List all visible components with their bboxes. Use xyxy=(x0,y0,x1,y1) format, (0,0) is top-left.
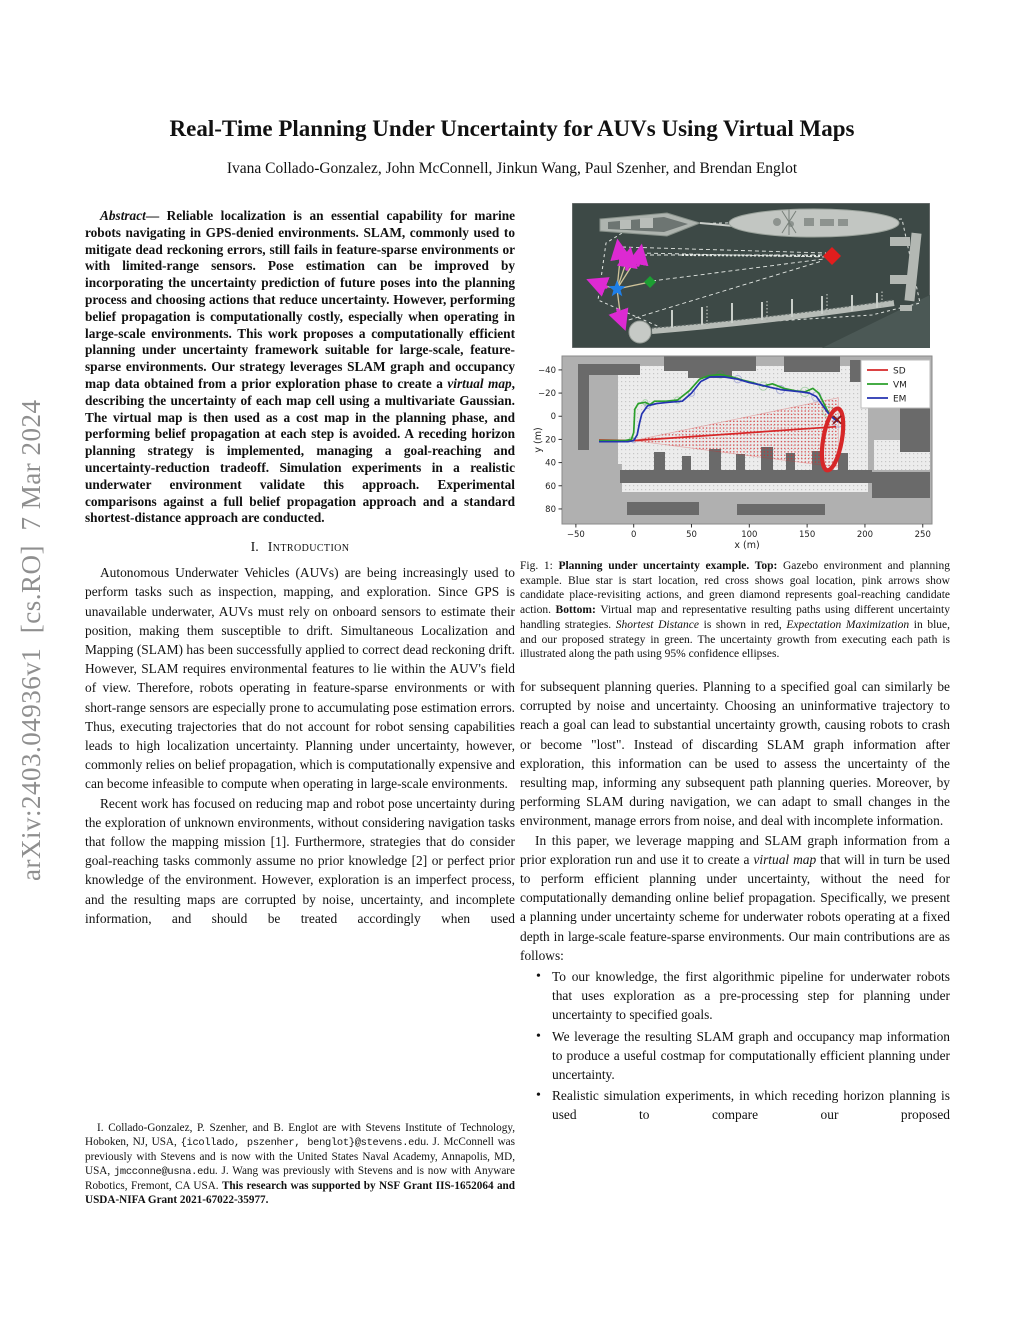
arxiv-sidebar-stamp: arXiv:2403.04936v1 [cs.RO] 7 Mar 2024 xyxy=(16,399,46,881)
intro-paragraph-1: Autonomous Underwater Vehicles (AUVs) ar… xyxy=(85,565,515,792)
svg-text:0: 0 xyxy=(631,530,636,540)
legend-label-vm: VM xyxy=(893,381,907,391)
right-dock-fingers xyxy=(890,232,922,311)
svg-text:80: 80 xyxy=(545,505,556,515)
svg-text:150: 150 xyxy=(799,530,815,540)
small-boat xyxy=(599,212,735,237)
svg-text:60: 60 xyxy=(545,482,556,492)
contribution-item: Realistic simulation experiments, in whi… xyxy=(536,1086,950,1124)
dock xyxy=(628,291,895,344)
svg-text:0: 0 xyxy=(551,412,556,422)
contributions-list: To our knowledge, the first algorithmic … xyxy=(520,967,950,1125)
x-axis-label: x (m) xyxy=(734,540,759,551)
section-heading-introduction: I. Introduction xyxy=(250,540,350,556)
svg-text:100: 100 xyxy=(741,530,757,540)
svg-text:250: 250 xyxy=(915,530,931,540)
svg-text:20: 20 xyxy=(545,435,556,445)
left-column: Abstract— Reliable localization is an es… xyxy=(85,208,515,928)
svg-text:40: 40 xyxy=(545,459,556,469)
author-affiliation-footnote: I. Collado-Gonzalez, P. Szenher, and B. … xyxy=(85,1122,515,1208)
right-column: x (m) y (m) −50 0 50 100 150 200 250 −40 −20 0 20 4… xyxy=(520,203,950,1127)
goal-action-diamond-marker xyxy=(644,276,656,288)
abstract-lead: Abstract xyxy=(100,208,146,223)
right-paragraph-1: for subsequent planning queries. Plannin… xyxy=(520,678,950,829)
measurement-rays-dashed xyxy=(621,246,828,323)
svg-text:−40: −40 xyxy=(538,366,556,376)
svg-text:50: 50 xyxy=(686,530,697,540)
plot-frame xyxy=(561,355,933,525)
figure-caption: Fig. 1: Planning under uncertainty examp… xyxy=(520,560,951,661)
large-ship xyxy=(728,208,900,238)
legend-label-sd: SD xyxy=(893,367,906,377)
gazebo-environment-image xyxy=(572,203,930,348)
goal-diamond-marker xyxy=(823,247,841,265)
legend-label-em: EM xyxy=(893,395,906,405)
contribution-item: We leverage the resulting SLAM graph and… xyxy=(536,1027,950,1085)
virtual-map-plot: x (m) y (m) −50 0 50 100 150 200 250 −40 −20 0 20 4… xyxy=(533,355,933,551)
funding-acknowledgment: This research was supported by NSF Grant… xyxy=(85,1179,515,1206)
y-axis-label: y (m) xyxy=(533,427,544,452)
authors-line: Ivana Collado-Gonzalez, John McConnell, … xyxy=(226,160,798,177)
svg-text:200: 200 xyxy=(857,530,873,540)
email-usna: jmcconne@usna.edu xyxy=(114,1165,215,1178)
intro-paragraph-2: Recent work has focused on reducing map … xyxy=(85,795,515,926)
plot-legend: SD VM EM xyxy=(860,359,931,409)
occupancy-map xyxy=(562,356,932,524)
plot-axes: x (m) y (m) −50 0 50 100 150 200 250 −40 −20 0 20 4… xyxy=(533,366,931,551)
contribution-item: To our knowledge, the first algorithmic … xyxy=(536,967,950,1025)
svg-text:−20: −20 xyxy=(538,389,556,399)
abstract-paragraph: Abstract— Reliable localization is an es… xyxy=(85,208,515,526)
start-star-marker xyxy=(608,280,626,297)
email-stevens: {icollado, pszenher, benglot}@stevens.ed… xyxy=(180,1136,427,1149)
plot-series xyxy=(598,370,846,473)
svg-text:−50: −50 xyxy=(567,530,585,540)
place-revisit-arrows xyxy=(586,238,649,331)
right-paragraph-2: In this paper, we leverage mapping and S… xyxy=(520,832,950,963)
page-title: Real-Time Planning Under Uncertainty for… xyxy=(169,116,855,141)
